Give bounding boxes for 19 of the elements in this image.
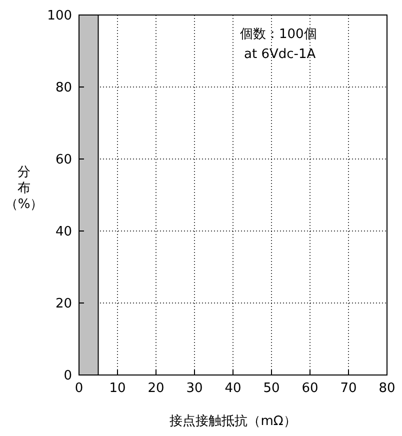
y-tick-label: 20 bbox=[55, 296, 72, 312]
x-axis-title: 接点接触抵抗（mΩ） bbox=[170, 414, 296, 429]
y-tick-label: 100 bbox=[47, 8, 72, 24]
annotation: at 6Vdc-1A bbox=[244, 47, 316, 62]
x-tick-label: 60 bbox=[302, 381, 318, 396]
x-tick-label: 70 bbox=[340, 381, 357, 396]
y-tick-label: 0 bbox=[64, 368, 72, 384]
y-tick-label: 40 bbox=[55, 224, 72, 240]
x-tick-label: 20 bbox=[148, 381, 164, 396]
x-tick-label: 80 bbox=[378, 381, 396, 396]
y-tick-label: 80 bbox=[55, 80, 72, 96]
annotation: 個数：100個 bbox=[240, 27, 317, 42]
y-tick-label: 60 bbox=[55, 152, 72, 168]
x-tick-label: 40 bbox=[224, 381, 242, 396]
x-tick-label: 0 bbox=[74, 381, 84, 396]
x-tick-label: 50 bbox=[263, 381, 280, 396]
x-tick-label: 10 bbox=[109, 381, 126, 396]
x-tick-label: 30 bbox=[186, 381, 203, 396]
y-axis-title: 分布（%） bbox=[4, 165, 44, 212]
